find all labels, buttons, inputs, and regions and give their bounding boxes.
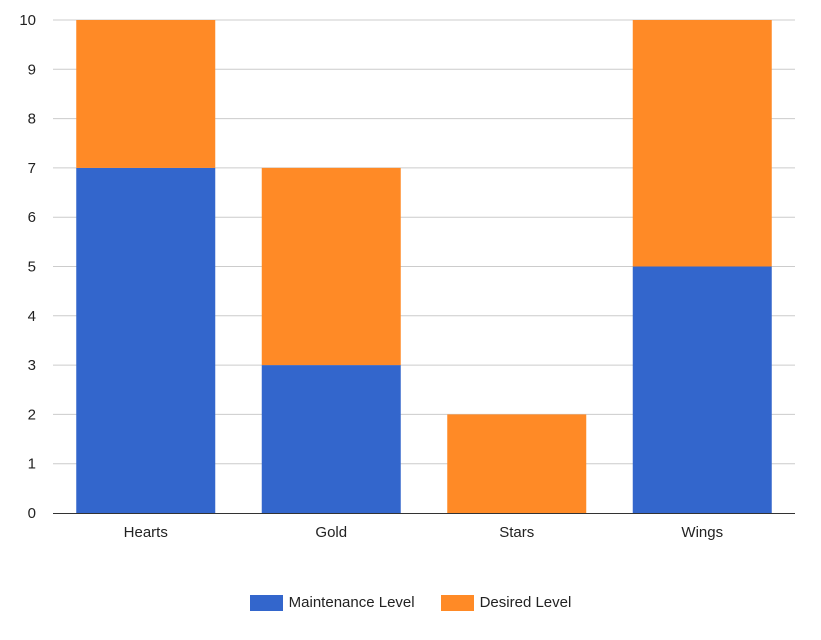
bar-wings-maintenance[interactable] [632, 266, 772, 514]
legend-swatch-maintenance [249, 594, 283, 611]
y-tick-label: 0 [28, 505, 36, 522]
x-tick-label-gold: Gold [315, 524, 347, 541]
bar-gold-maintenance[interactable] [261, 365, 401, 513]
legend: Maintenance Level Desired Level [0, 594, 821, 611]
x-tick-label-hearts: Hearts [124, 524, 168, 541]
y-tick-label: 6 [28, 209, 36, 226]
y-tick-label: 2 [28, 406, 36, 423]
y-tick-label: 1 [28, 456, 36, 473]
legend-label-maintenance: Maintenance Level [288, 594, 415, 611]
legend-swatch-desired [440, 594, 474, 611]
x-tick-label-stars: Stars [499, 524, 534, 541]
y-axis-tick-labels: 0 1 2 3 4 5 6 7 8 9 10 [19, 12, 36, 522]
legend-item-maintenance[interactable]: Maintenance Level [249, 594, 415, 611]
bar-stars-desired[interactable] [447, 414, 587, 513]
y-tick-label: 7 [28, 160, 36, 177]
y-tick-label: 4 [28, 308, 36, 325]
y-tick-label: 5 [28, 259, 36, 276]
x-axis-tick-labels: Hearts Gold Stars Wings [124, 524, 723, 541]
y-tick-label: 3 [28, 357, 36, 374]
legend-item-desired[interactable]: Desired Level [440, 594, 572, 611]
bar-hearts-maintenance[interactable] [76, 167, 216, 513]
bar-hearts-desired[interactable] [76, 20, 216, 168]
y-tick-label: 10 [19, 12, 36, 29]
y-tick-label: 8 [28, 111, 36, 128]
bar-wings-desired[interactable] [632, 20, 772, 267]
legend-label-desired: Desired Level [479, 594, 572, 611]
x-tick-label-wings: Wings [681, 524, 723, 541]
y-tick-label: 9 [28, 61, 36, 78]
bar-gold-desired[interactable] [261, 167, 401, 366]
bars [76, 20, 772, 513]
